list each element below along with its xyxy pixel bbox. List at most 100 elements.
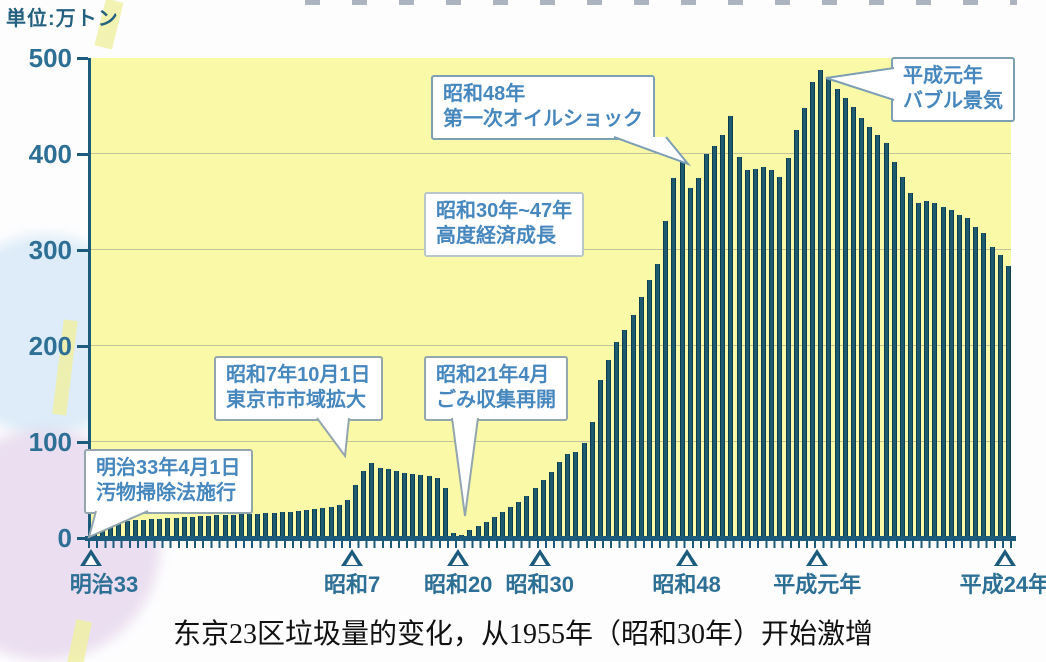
bar-1987 xyxy=(801,107,807,538)
x-tick-triangle-平成24年 xyxy=(993,549,1016,566)
bar-1908 xyxy=(157,518,163,538)
bar-1971 xyxy=(671,178,677,538)
bar-1920 xyxy=(255,514,261,538)
y-axis-tick-200 xyxy=(77,345,88,348)
x-tick-triangle-inner xyxy=(998,555,1011,565)
bar-1912 xyxy=(189,516,195,538)
y-axis-label-200: 200 xyxy=(28,331,72,361)
bar-1965 xyxy=(622,329,628,538)
x-axis-label-昭和48: 昭和48 xyxy=(652,572,721,597)
bar-1925 xyxy=(296,511,301,538)
x-tick-triangle-inner xyxy=(452,555,465,565)
cropped-title-remnant xyxy=(305,0,1017,5)
bar-1978 xyxy=(728,115,734,538)
bar-1934 xyxy=(369,463,375,538)
bar-2001 xyxy=(916,202,922,538)
bar-1941 xyxy=(426,475,432,538)
bar-1911 xyxy=(181,516,187,538)
callout-tail xyxy=(451,417,479,517)
y-axis-label-400: 400 xyxy=(28,139,72,169)
x-axis-line xyxy=(85,536,1016,541)
bar-1913 xyxy=(198,515,204,538)
bar-1999 xyxy=(899,177,905,538)
callout-tail xyxy=(316,417,350,459)
bar-1906 xyxy=(140,519,146,538)
bar-1968 xyxy=(646,279,652,538)
callout-line: 第一次オイルショック xyxy=(443,108,643,130)
bar-1955 xyxy=(540,480,546,538)
callout-line: 昭和21年4月 xyxy=(436,364,550,386)
x-tick-triangle-inner xyxy=(85,555,97,565)
chart-caption: 东京23区垃圾量的变化，从1955年（昭和30年）开始激增 xyxy=(172,619,873,650)
bar-1947 xyxy=(475,526,481,538)
bar-2010 xyxy=(989,247,995,538)
bar-1946 xyxy=(467,530,473,538)
x-axis-label-昭和20: 昭和20 xyxy=(423,572,493,597)
bar-1970 xyxy=(663,221,669,538)
bar-1994 xyxy=(859,118,865,538)
bar-1972 xyxy=(679,158,685,538)
bar-1910 xyxy=(173,517,179,538)
callout-tail xyxy=(87,510,149,539)
bar-1986 xyxy=(793,130,799,538)
x-tick-triangle-inner xyxy=(533,555,546,565)
callout-showa30-47: 昭和30年~47年 高度経済成長 xyxy=(424,192,585,257)
bar-1918 xyxy=(238,514,244,538)
y-axis-tick-0 xyxy=(77,537,88,540)
callout-line: 明治33年4月1日 xyxy=(96,457,241,479)
bar-1969 xyxy=(655,264,661,538)
bar-1977 xyxy=(720,134,726,538)
x-tick-triangle-inner xyxy=(346,555,359,565)
bar-1958 xyxy=(565,453,571,538)
bar-1951 xyxy=(508,507,514,538)
gridline-400 xyxy=(91,153,1011,154)
bar-1938 xyxy=(402,472,408,538)
callout-line: 昭和7年10月1日 xyxy=(226,364,371,386)
x-tick-triangle-inner xyxy=(811,555,824,565)
x-axis-label-明治33: 明治33 xyxy=(69,572,139,597)
bar-1936 xyxy=(385,468,391,538)
y-axis-tick-300 xyxy=(77,249,88,252)
bar-1957 xyxy=(557,462,563,538)
bar-1943 xyxy=(442,488,448,538)
bar-1952 xyxy=(516,501,522,538)
bar-2006 xyxy=(956,215,962,538)
callout-showa48: 昭和48年 第一次オイルショック xyxy=(431,75,692,167)
bar-1939 xyxy=(410,473,416,538)
bar-1967 xyxy=(638,297,644,538)
bar-1909 xyxy=(165,517,171,538)
bar-1995 xyxy=(867,127,873,538)
bar-2003 xyxy=(932,202,938,538)
bar-1932 xyxy=(353,485,359,538)
bar-1974 xyxy=(695,178,701,538)
y-axis-unit-label: 単位:万トン xyxy=(6,8,119,30)
bar-1982 xyxy=(761,167,767,538)
y-axis-tick-400 xyxy=(77,153,88,156)
x-axis-label-平成24年: 平成24年 xyxy=(959,572,1046,597)
bar-1907 xyxy=(149,518,155,538)
bar-1937 xyxy=(393,470,399,538)
bar-1989 xyxy=(818,69,824,538)
x-tick-triangle-昭和30 xyxy=(528,549,551,566)
bar-1950 xyxy=(500,512,505,538)
bar-1979 xyxy=(736,156,742,538)
bar-1993 xyxy=(850,106,856,538)
callout-tail xyxy=(613,136,692,167)
bar-1929 xyxy=(328,507,334,538)
callout-heisei1: 平成元年 バブル景気 xyxy=(825,57,1015,122)
bar-1973 xyxy=(687,187,693,538)
y-axis-label-300: 300 xyxy=(28,235,72,265)
bar-2008 xyxy=(973,226,979,538)
bar-1996 xyxy=(875,134,881,538)
bar-2007 xyxy=(965,218,971,538)
bar-1927 xyxy=(312,509,318,538)
callout-line: 平成元年 xyxy=(903,65,983,87)
bar-1988 xyxy=(810,82,816,538)
bar-1976 xyxy=(712,146,718,538)
bar-1903 xyxy=(116,520,122,538)
bar-1916 xyxy=(222,514,228,538)
x-tick-triangle-昭和20 xyxy=(447,549,470,566)
bar-1956 xyxy=(548,471,554,538)
bar-2004 xyxy=(940,206,946,538)
bar-1954 xyxy=(532,488,538,538)
